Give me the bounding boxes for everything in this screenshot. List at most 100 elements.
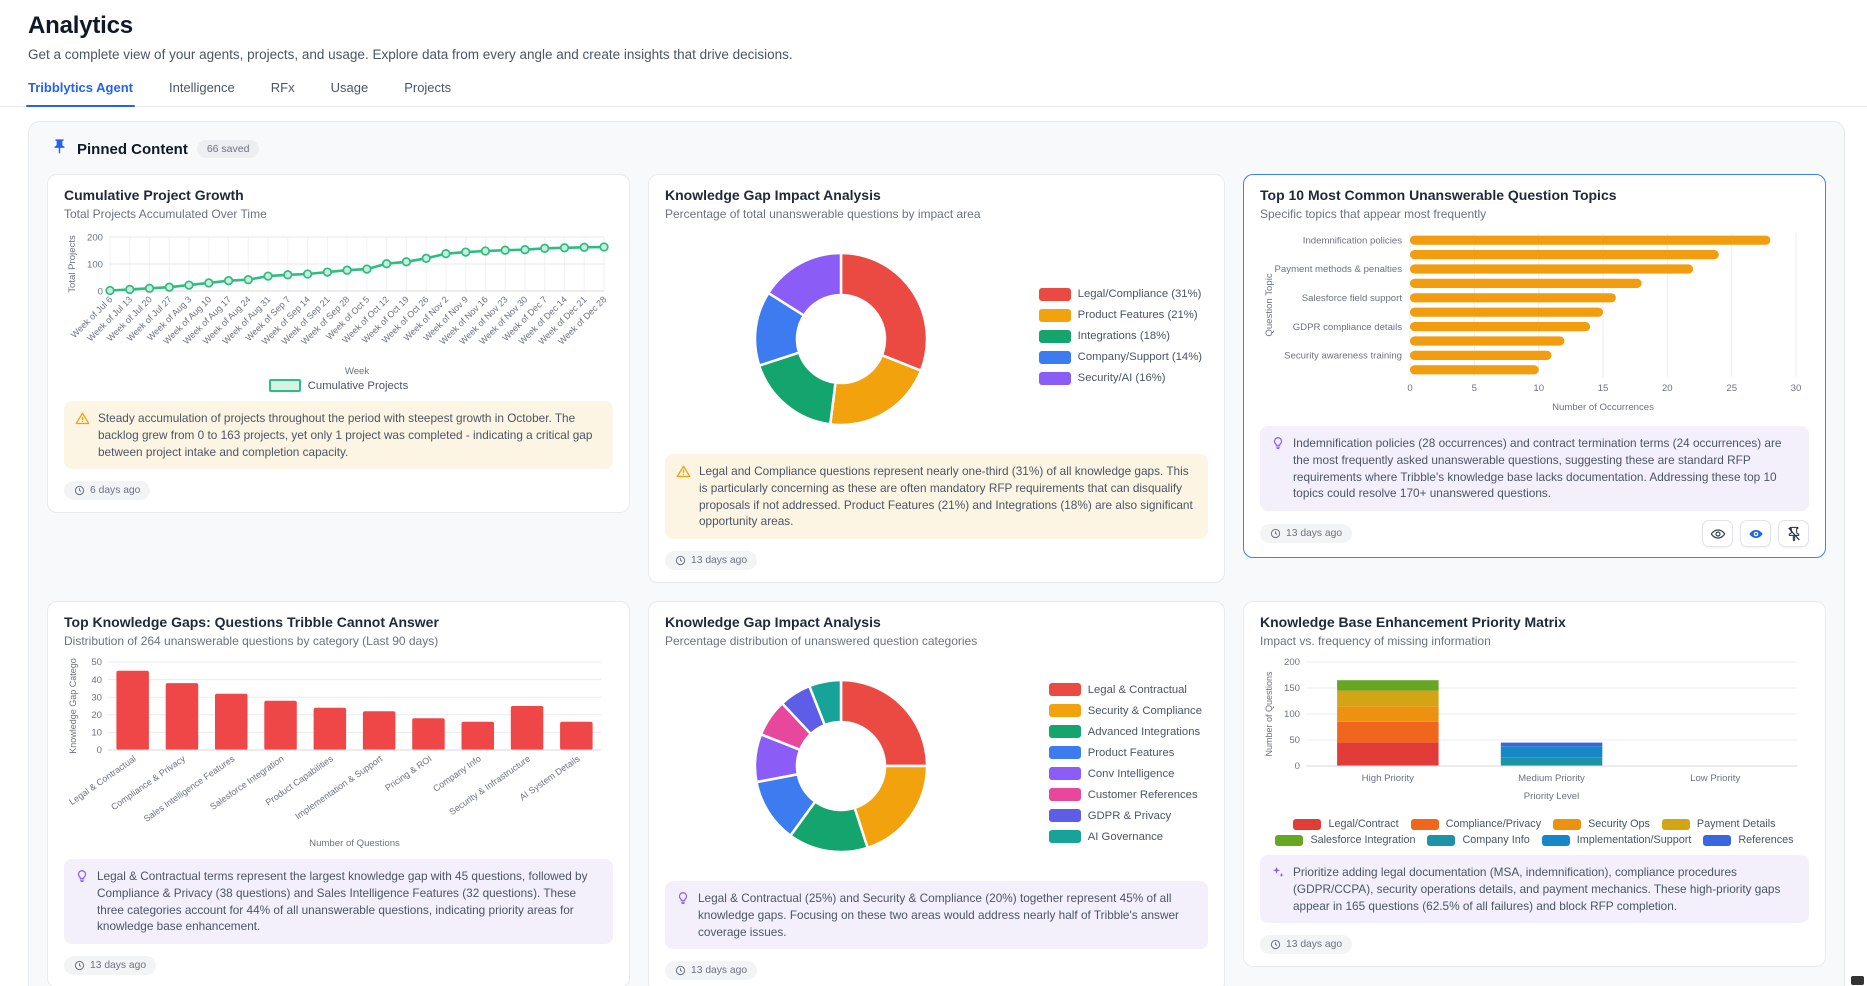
insight-text: Legal & Contractual terms represent the … (97, 869, 588, 934)
legend-swatch (1048, 830, 1081, 843)
svg-text:Low Priority: Low Priority (1690, 773, 1740, 784)
card-top-knowledge-gaps[interactable]: Top Knowledge Gaps: Questions Tribble Ca… (47, 601, 630, 986)
clock-icon (1270, 939, 1281, 949)
legend-label: Advanced Integrations (1087, 725, 1201, 738)
unpin-button[interactable] (1778, 520, 1809, 547)
svg-text:10: 10 (91, 728, 102, 739)
insight-box: Legal and Compliance questions represent… (665, 454, 1208, 539)
insights-button[interactable] (1740, 520, 1771, 547)
legend-label: Cumulative Projects (307, 379, 409, 392)
svg-text:Security & Infrastructure: Security & Infrastructure (447, 753, 532, 817)
legend-label: GDPR & Privacy (1087, 809, 1172, 822)
timestamp-badge: 13 days ago (64, 955, 157, 975)
legend-item: Implementation/Support (1541, 834, 1691, 846)
svg-text:Salesforce field support: Salesforce field support (1302, 293, 1403, 304)
legend-swatch (1048, 704, 1081, 717)
clock-icon (74, 485, 85, 495)
legend-item: GDPR & Privacy (1048, 809, 1202, 822)
tab-projects[interactable]: Projects (404, 80, 452, 95)
eye-filled-icon (1748, 529, 1763, 538)
svg-text:50: 50 (91, 657, 102, 668)
card-subtitle: Percentage of total unanswerable questio… (665, 207, 981, 221)
insight-box: Prioritize adding legal documentation (M… (1260, 855, 1809, 924)
legend-item: Security Ops (1553, 818, 1650, 830)
lightbulb-icon (676, 891, 690, 910)
legend-item: AI Governance (1048, 830, 1202, 843)
svg-text:0: 0 (1295, 761, 1300, 772)
tab-rfx[interactable]: RFx (270, 80, 295, 95)
card-title: Knowledge Gap Impact Analysis (665, 187, 881, 203)
legend-item: Compliance/Privacy (1410, 818, 1541, 830)
legend-swatch (1553, 818, 1582, 830)
legend-item: Legal & Contractual (1048, 683, 1202, 696)
insight-text: Prioritize adding legal documentation (M… (1293, 865, 1781, 913)
svg-text:25: 25 (1726, 383, 1737, 394)
card-knowledge-gap-impact-analysis-2[interactable]: Knowledge Gap Impact Analysis Percentage… (648, 601, 1225, 986)
svg-text:40: 40 (91, 675, 102, 686)
card-subtitle: Specific topics that appear most frequen… (1260, 207, 1487, 221)
insight-text: Indemnification policies (28 occurrences… (1293, 436, 1782, 501)
svg-text:30: 30 (91, 692, 102, 703)
donut-chart (691, 660, 991, 872)
clock-icon (1270, 528, 1281, 539)
insight-box: Indemnification policies (28 occurrences… (1260, 426, 1809, 511)
legend-swatch (1048, 767, 1081, 780)
legend-label: Customer References (1087, 788, 1198, 801)
page-header: Analytics Get a complete view of your ag… (0, 0, 1867, 62)
card-title: Top 10 Most Common Unanswerable Question… (1260, 187, 1617, 203)
legend-swatch (1661, 818, 1690, 830)
legend-label: Security Ops (1588, 818, 1650, 830)
card-title: Knowledge Base Enhancement Priority Matr… (1260, 614, 1566, 630)
timestamp-badge: 13 days ago (1260, 934, 1353, 954)
card-knowledge-gap-impact-analysis[interactable]: Knowledge Gap Impact Analysis Percentage… (648, 174, 1225, 583)
tab-bar: Tribblytics Agent Intelligence RFx Usage… (0, 80, 1867, 107)
warning-icon (676, 464, 691, 484)
saved-count-badge: 66 saved (196, 140, 260, 158)
sparkles-icon (1271, 865, 1285, 884)
donut-chart (691, 233, 991, 445)
legend-swatch (1038, 287, 1071, 301)
insight-box: Legal & Contractual terms represent the … (64, 859, 613, 944)
legend-item: Salesforce Integration (1275, 834, 1415, 846)
insight-box: Legal & Contractual (25%) and Security &… (665, 881, 1208, 950)
legend-label: References (1738, 834, 1794, 846)
eye-icon (1710, 528, 1725, 539)
timestamp-badge: 13 days ago (665, 960, 758, 980)
card-subtitle: Impact vs. frequency of missing informat… (1260, 634, 1491, 648)
svg-text:0: 0 (97, 745, 102, 756)
clock-icon (74, 960, 85, 970)
preview-button[interactable] (1702, 520, 1733, 547)
legend-label: Product Features (21%) (1077, 309, 1198, 321)
insight-box: Steady accumulation of projects througho… (64, 401, 613, 470)
svg-text:100: 100 (87, 260, 103, 271)
legend-item: References (1703, 834, 1794, 846)
clock-icon (675, 555, 686, 565)
legend-item: Company Info (1427, 834, 1530, 846)
timestamp-badge: 6 days ago (64, 480, 151, 500)
card-title: Top Knowledge Gaps: Questions Tribble Ca… (64, 614, 439, 630)
svg-text:High Priority: High Priority (1362, 773, 1414, 784)
legend-item: Advanced Integrations (1048, 725, 1202, 738)
page-title: Analytics (28, 12, 133, 39)
card-cumulative-project-growth[interactable]: Cumulative Project Growth Total Projects… (47, 174, 630, 514)
svg-text:Payment methods & penalties: Payment methods & penalties (1275, 264, 1403, 275)
legend-swatch (1427, 834, 1456, 846)
legend-swatch (1703, 834, 1732, 846)
pushpin-icon (51, 138, 68, 160)
legend-label: AI Governance (1087, 830, 1164, 843)
card-actions (1702, 520, 1809, 547)
tab-intelligence[interactable]: Intelligence (168, 80, 235, 95)
legend-item: Product Features (21%) (1038, 308, 1202, 322)
insight-text: Legal and Compliance questions represent… (699, 464, 1193, 529)
svg-text:Security awareness training: Security awareness training (1284, 351, 1402, 362)
tab-tribblytics-agent[interactable]: Tribblytics Agent (26, 80, 135, 107)
bar-chart: 0 10 20 30 40 50 Legal & Contractual Compliance… (64, 654, 613, 850)
card-top-10-unanswerable-question-topics[interactable]: Top 10 Most Common Unanswerable Question… (1243, 174, 1826, 558)
card-kb-enhancement-priority-matrix[interactable]: Knowledge Base Enhancement Priority Matr… (1243, 601, 1826, 968)
svg-text:0: 0 (1407, 383, 1412, 394)
pinned-content-panel: Pinned Content 66 saved Cumulative Proje… (28, 121, 1845, 986)
legend-swatch (1038, 329, 1071, 343)
tab-usage[interactable]: Usage (330, 80, 369, 95)
card-subtitle: Percentage distribution of unanswered qu… (665, 634, 978, 648)
scrollbar-thumb[interactable] (1851, 976, 1864, 985)
